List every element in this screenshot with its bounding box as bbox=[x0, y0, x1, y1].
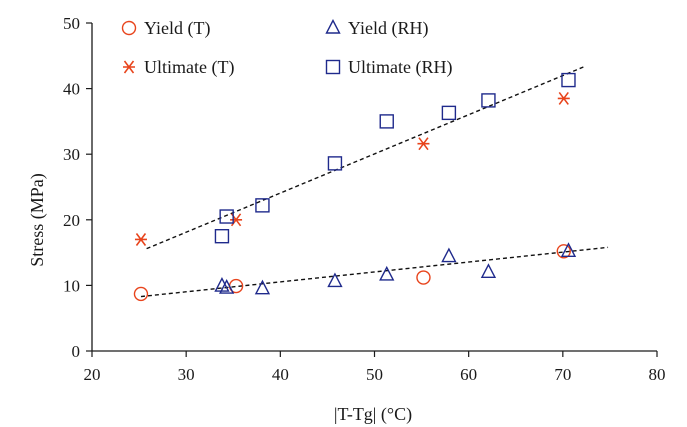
x-tick-label: 40 bbox=[272, 365, 289, 384]
point-ultimate-rh bbox=[327, 156, 343, 171]
x-tick-label: 30 bbox=[178, 365, 195, 384]
y-tick-label: 30 bbox=[63, 145, 80, 164]
legend-label: Yield (T) bbox=[144, 18, 210, 39]
legend-label: Yield (RH) bbox=[348, 18, 429, 39]
x-tick-label: 20 bbox=[84, 365, 101, 384]
legend-marker bbox=[123, 60, 135, 74]
point-yield-rh bbox=[219, 279, 235, 294]
point-ultimate-rh bbox=[219, 209, 234, 224]
y-tick-label: 40 bbox=[63, 80, 80, 99]
x-tick-label: 80 bbox=[649, 365, 666, 384]
y-tick-label: 50 bbox=[63, 14, 80, 33]
point-yield-t bbox=[556, 244, 571, 259]
point-ultimate-t bbox=[557, 91, 570, 105]
plot-area: 20 30 40 50 60 70 80 0 10 20 30 40 50 Yield (T) Yield … bbox=[63, 14, 666, 384]
point-yield-rh bbox=[327, 272, 343, 288]
y-tick-label: 20 bbox=[63, 211, 80, 230]
point-yield-rh bbox=[560, 242, 577, 257]
legend-marker bbox=[325, 18, 341, 34]
point-ultimate-rh bbox=[481, 93, 496, 108]
point-ultimate-t bbox=[134, 233, 147, 246]
trendline bbox=[146, 66, 584, 250]
trendline bbox=[140, 246, 609, 298]
y-tick-label: 10 bbox=[63, 276, 80, 295]
legend-marker bbox=[121, 20, 137, 36]
point-ultimate-rh bbox=[255, 198, 270, 213]
point-yield-rh bbox=[480, 263, 497, 278]
x-tick-label: 60 bbox=[460, 365, 477, 384]
legend-marker bbox=[325, 59, 341, 75]
point-ultimate-rh bbox=[561, 72, 576, 88]
point-ultimate-rh bbox=[214, 228, 230, 244]
point-yield-t bbox=[416, 270, 431, 285]
legend-label: Ultimate (T) bbox=[144, 57, 234, 78]
point-yield-rh bbox=[379, 265, 395, 281]
x-axis-label: |T-Tg| (°C) bbox=[334, 404, 412, 425]
point-yield-t bbox=[133, 286, 149, 302]
legend-label: Ultimate (RH) bbox=[348, 57, 452, 78]
y-tick-label: 0 bbox=[72, 342, 81, 361]
x-tick-label: 70 bbox=[554, 365, 571, 384]
point-ultimate-rh bbox=[441, 105, 457, 121]
point-ultimate-t bbox=[230, 213, 243, 227]
point-yield-rh bbox=[441, 247, 457, 263]
point-yield-rh bbox=[254, 279, 271, 295]
point-ultimate-rh bbox=[379, 114, 394, 129]
x-tick-label: 50 bbox=[366, 365, 383, 384]
y-axis-label: Stress (MPa) bbox=[27, 173, 48, 267]
point-ultimate-t bbox=[417, 137, 430, 151]
